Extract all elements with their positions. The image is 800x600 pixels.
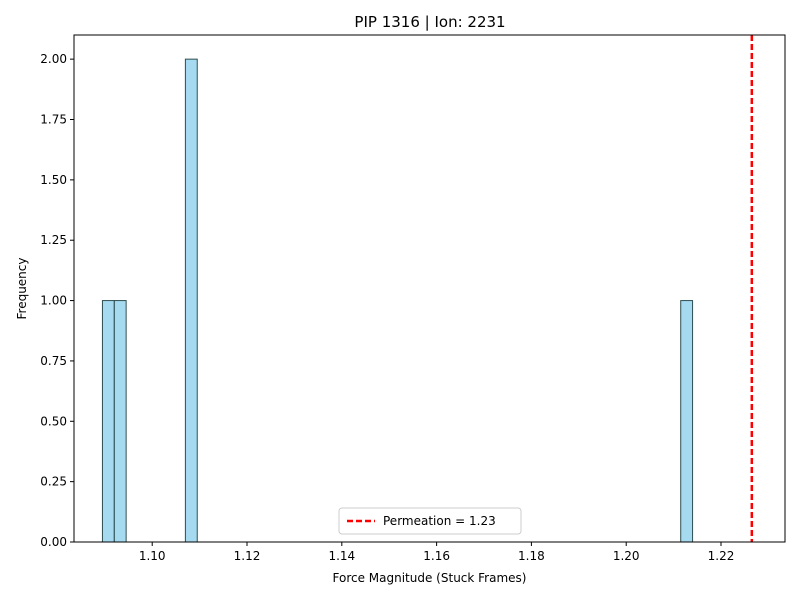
y-tick-label: 0.25 — [40, 475, 67, 489]
x-axis-ticks: 1.10 1.12 1.14 1.16 1.18 1.20 1.22 — [139, 542, 735, 563]
x-tick-label: 1.14 — [328, 549, 355, 563]
x-tick-label: 1.20 — [613, 549, 640, 563]
legend-entry-permeation: Permeation = 1.23 — [383, 514, 496, 528]
y-tick-label: 0.50 — [40, 414, 67, 428]
legend: Permeation = 1.23 — [338, 507, 522, 535]
histogram-bar-1 — [113, 300, 127, 543]
y-axis-ticks: 0.00 0.25 0.50 0.75 1.00 1.25 1.50 1.75 2.00 — [40, 52, 74, 549]
chart-title: PIP 1316 | Ion: 2231 — [354, 13, 505, 31]
histogram-bars — [101, 58, 694, 543]
y-tick-label: 2.00 — [40, 52, 67, 66]
axes-frame — [73, 34, 786, 543]
x-axis-label: Force Magnitude (Stuck Frames) — [333, 571, 527, 585]
histogram-bar-2 — [184, 58, 198, 543]
y-tick-label: 0.75 — [40, 354, 67, 368]
y-tick-label: 1.00 — [40, 294, 67, 308]
histogram-bar-0 — [101, 300, 115, 543]
y-tick-label: 1.25 — [40, 233, 67, 247]
x-tick-label: 1.10 — [139, 549, 166, 563]
y-tick-label: 0.00 — [40, 535, 67, 549]
y-tick-label: 1.75 — [40, 113, 67, 127]
x-tick-label: 1.18 — [518, 549, 545, 563]
y-axis-label: Frequency — [15, 258, 29, 320]
y-tick-label: 1.50 — [40, 173, 67, 187]
x-tick-label: 1.12 — [234, 549, 261, 563]
x-tick-label: 1.16 — [423, 549, 450, 563]
histogram-bar-3 — [680, 300, 694, 543]
x-tick-label: 1.22 — [708, 549, 735, 563]
legend-box — [338, 507, 522, 535]
